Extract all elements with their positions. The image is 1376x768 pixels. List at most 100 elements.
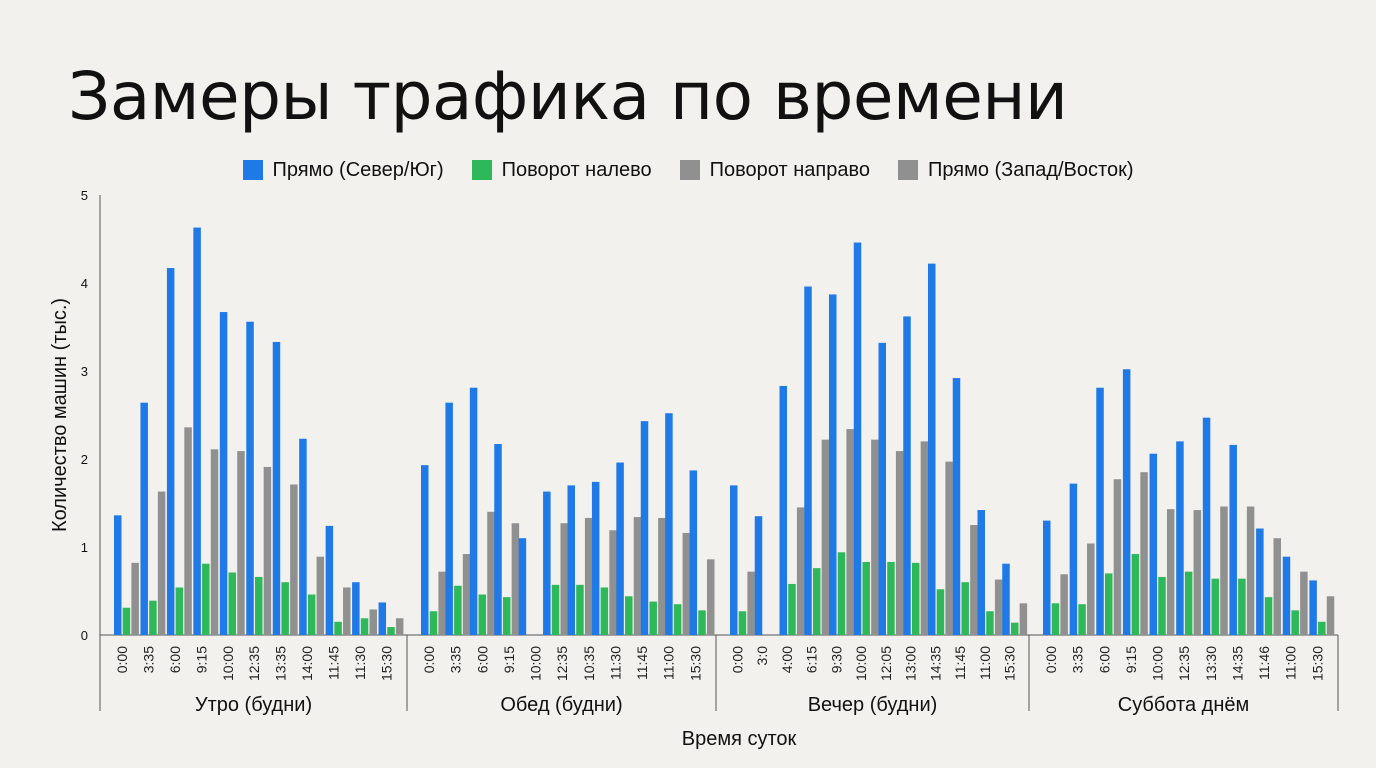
legend-item-right: Поворот направо xyxy=(679,159,870,182)
bar xyxy=(779,385,787,635)
y-tick-label: 1 xyxy=(81,540,88,555)
legend-item-left: Поворот налево xyxy=(471,159,652,182)
legend-swatch-gray-2 xyxy=(897,160,918,180)
x-tick-label: 3:35 xyxy=(140,646,156,673)
legend: Прямо (Север/Юг) Поворот налево Поворот … xyxy=(0,157,1376,183)
bar xyxy=(633,517,642,635)
bar xyxy=(511,523,520,635)
bar xyxy=(114,515,122,635)
x-tick-label: 11:45 xyxy=(326,646,342,680)
x-tick-label: 12:35 xyxy=(554,646,570,681)
bar xyxy=(149,600,157,635)
x-tick-label: 4:00 xyxy=(779,646,795,673)
y-axis-title: Количество машин (тыс.) xyxy=(49,298,71,532)
bar xyxy=(1069,483,1078,635)
bar xyxy=(140,402,148,635)
bar xyxy=(1122,369,1131,635)
bar xyxy=(1318,621,1326,635)
bar xyxy=(131,562,139,635)
bar xyxy=(1131,554,1140,635)
bar xyxy=(387,627,395,635)
bar xyxy=(478,594,487,635)
bar xyxy=(421,465,429,635)
bar xyxy=(846,429,854,635)
bar xyxy=(920,441,929,635)
bar xyxy=(551,584,560,635)
bar xyxy=(290,484,298,635)
x-tick-label: 3:0 xyxy=(754,646,770,666)
x-tick-label: 11:30 xyxy=(352,646,368,680)
bar xyxy=(462,554,471,635)
bar xyxy=(210,449,219,635)
bar xyxy=(640,421,649,635)
bar xyxy=(754,516,763,635)
bar xyxy=(166,268,175,635)
x-tick-label: 10:00 xyxy=(528,646,544,681)
bar xyxy=(952,378,961,635)
x-tick-label: 6:15 xyxy=(804,646,820,673)
bar xyxy=(1211,578,1220,635)
bar xyxy=(316,556,325,635)
x-tick-label: 6:00 xyxy=(1096,646,1112,673)
bar xyxy=(219,312,228,635)
bar xyxy=(246,321,254,635)
x-tick-label: 14:35 xyxy=(1229,646,1245,681)
bar xyxy=(747,571,755,635)
bar xyxy=(903,316,911,635)
bar xyxy=(1220,506,1228,635)
bar xyxy=(1010,622,1019,635)
x-tick-label: 6:00 xyxy=(474,646,490,673)
bar xyxy=(518,538,527,635)
x-tick-label: 15:30 xyxy=(1309,646,1325,681)
x-tick-label: 6:00 xyxy=(167,646,183,673)
bar xyxy=(911,562,920,635)
x-tick-label: 9:30 xyxy=(828,646,844,673)
bar xyxy=(584,517,593,635)
legend-swatch-gray xyxy=(679,160,700,180)
bar xyxy=(395,618,404,635)
bar xyxy=(438,571,446,635)
bar xyxy=(895,451,904,635)
chart-title: Замеры трафика по времени xyxy=(68,58,1068,135)
bar xyxy=(1087,543,1095,635)
bar xyxy=(837,552,846,635)
bar xyxy=(673,604,682,635)
bar xyxy=(829,294,837,635)
bar xyxy=(804,286,812,635)
x-tick-label: 3:35 xyxy=(448,646,464,673)
x-tick-label: 0:00 xyxy=(421,646,437,673)
bar xyxy=(429,611,438,635)
bar xyxy=(1051,603,1060,635)
bar xyxy=(1104,573,1113,635)
x-tick-label: 11:00 xyxy=(1283,646,1299,680)
bar xyxy=(254,576,263,635)
bar xyxy=(1309,580,1317,635)
bar xyxy=(494,444,502,635)
group-label: Утро (будни) xyxy=(195,694,312,716)
bar xyxy=(1282,556,1291,635)
bar xyxy=(977,510,985,635)
legend-swatch-green xyxy=(471,160,492,180)
bar xyxy=(625,596,633,635)
x-tick-label: 13:35 xyxy=(273,646,289,681)
x-axis-title: Время суток xyxy=(682,728,797,750)
bar xyxy=(1140,472,1148,635)
x-tick-label: 11:00 xyxy=(661,646,677,680)
bar xyxy=(576,584,584,635)
bar xyxy=(1273,538,1281,635)
legend-label-we: Прямо (Запад/Восток) xyxy=(927,158,1134,181)
bar xyxy=(228,572,237,635)
bar xyxy=(658,517,666,635)
bar xyxy=(1229,444,1237,635)
bar xyxy=(487,511,495,635)
legend-item-we: Прямо (Запад/Восток) xyxy=(897,158,1134,182)
bar xyxy=(1149,453,1158,635)
bar xyxy=(961,582,969,635)
bar xyxy=(560,523,568,635)
bar xyxy=(970,525,978,635)
x-tick-label: 0:00 xyxy=(729,646,745,673)
x-tick-label: 11:30 xyxy=(607,646,623,680)
x-tick-label: 0:00 xyxy=(1043,646,1059,673)
bar xyxy=(706,559,715,635)
